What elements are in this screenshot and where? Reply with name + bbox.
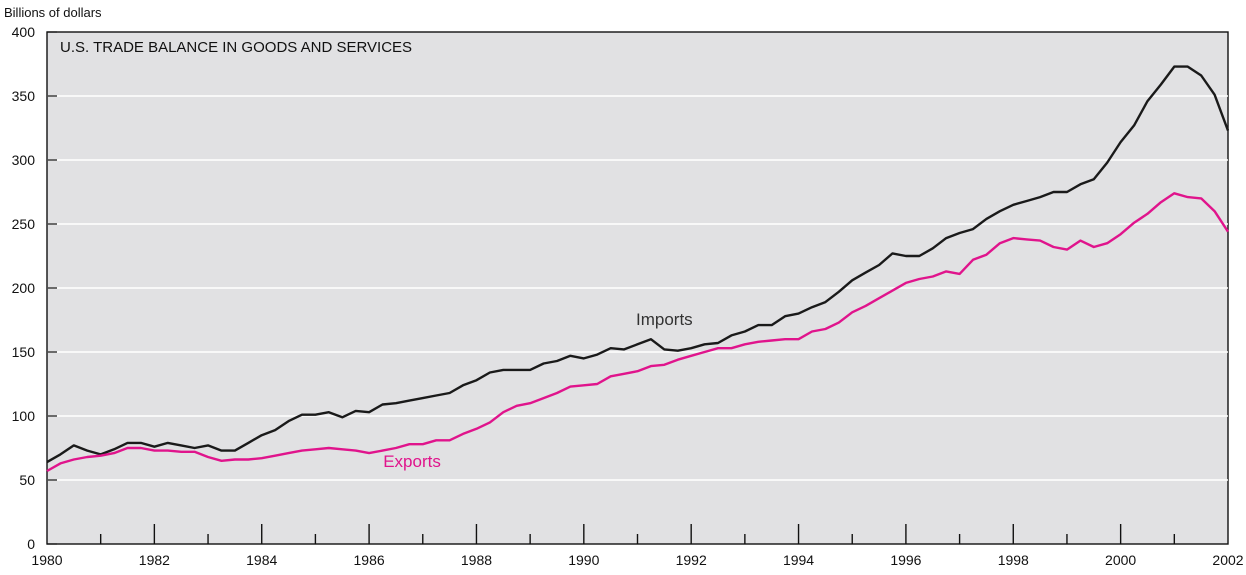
y-tick-label: 250 [12, 216, 36, 232]
x-tick-label: 2000 [1105, 552, 1136, 568]
series-label-exports: Exports [383, 452, 441, 471]
series-line-exports [46, 192, 1230, 473]
x-tick-label: 1986 [354, 552, 385, 568]
y-tick-label: 400 [12, 24, 36, 40]
x-tick-label: 1994 [783, 552, 814, 568]
x-tick-label: 1988 [461, 552, 492, 568]
x-tick-label: 1984 [246, 552, 277, 568]
series-line-imports [46, 65, 1230, 464]
x-tick-label: 1992 [676, 552, 707, 568]
y-tick-label: 350 [12, 88, 36, 104]
x-tick-label: 1990 [568, 552, 599, 568]
y-tick-label: 100 [12, 408, 36, 424]
series-label-imports: Imports [636, 310, 693, 329]
series-lines: Imports Exports [46, 65, 1230, 473]
y-axis-unit-label: Billions of dollars [4, 5, 102, 20]
gridlines [47, 95, 1228, 481]
chart-title: U.S. TRADE BALANCE IN GOODS AND SERVICES [60, 39, 412, 56]
y-tick-label: 300 [12, 152, 36, 168]
y-tick-label: 50 [19, 472, 35, 488]
x-tick-label: 1996 [890, 552, 921, 568]
y-tick-label: 0 [27, 536, 35, 552]
x-tick-label: 1982 [139, 552, 170, 568]
y-tick-label: 150 [12, 344, 36, 360]
x-tick-label: 2002 [1212, 552, 1243, 568]
x-tick-label: 1998 [998, 552, 1029, 568]
x-tick-label: 1980 [31, 552, 62, 568]
y-tick-label: 200 [12, 280, 36, 296]
axes: 0 50 100 150 200 250 300 350 400 1980 1982 1984 1986… [12, 24, 1244, 568]
